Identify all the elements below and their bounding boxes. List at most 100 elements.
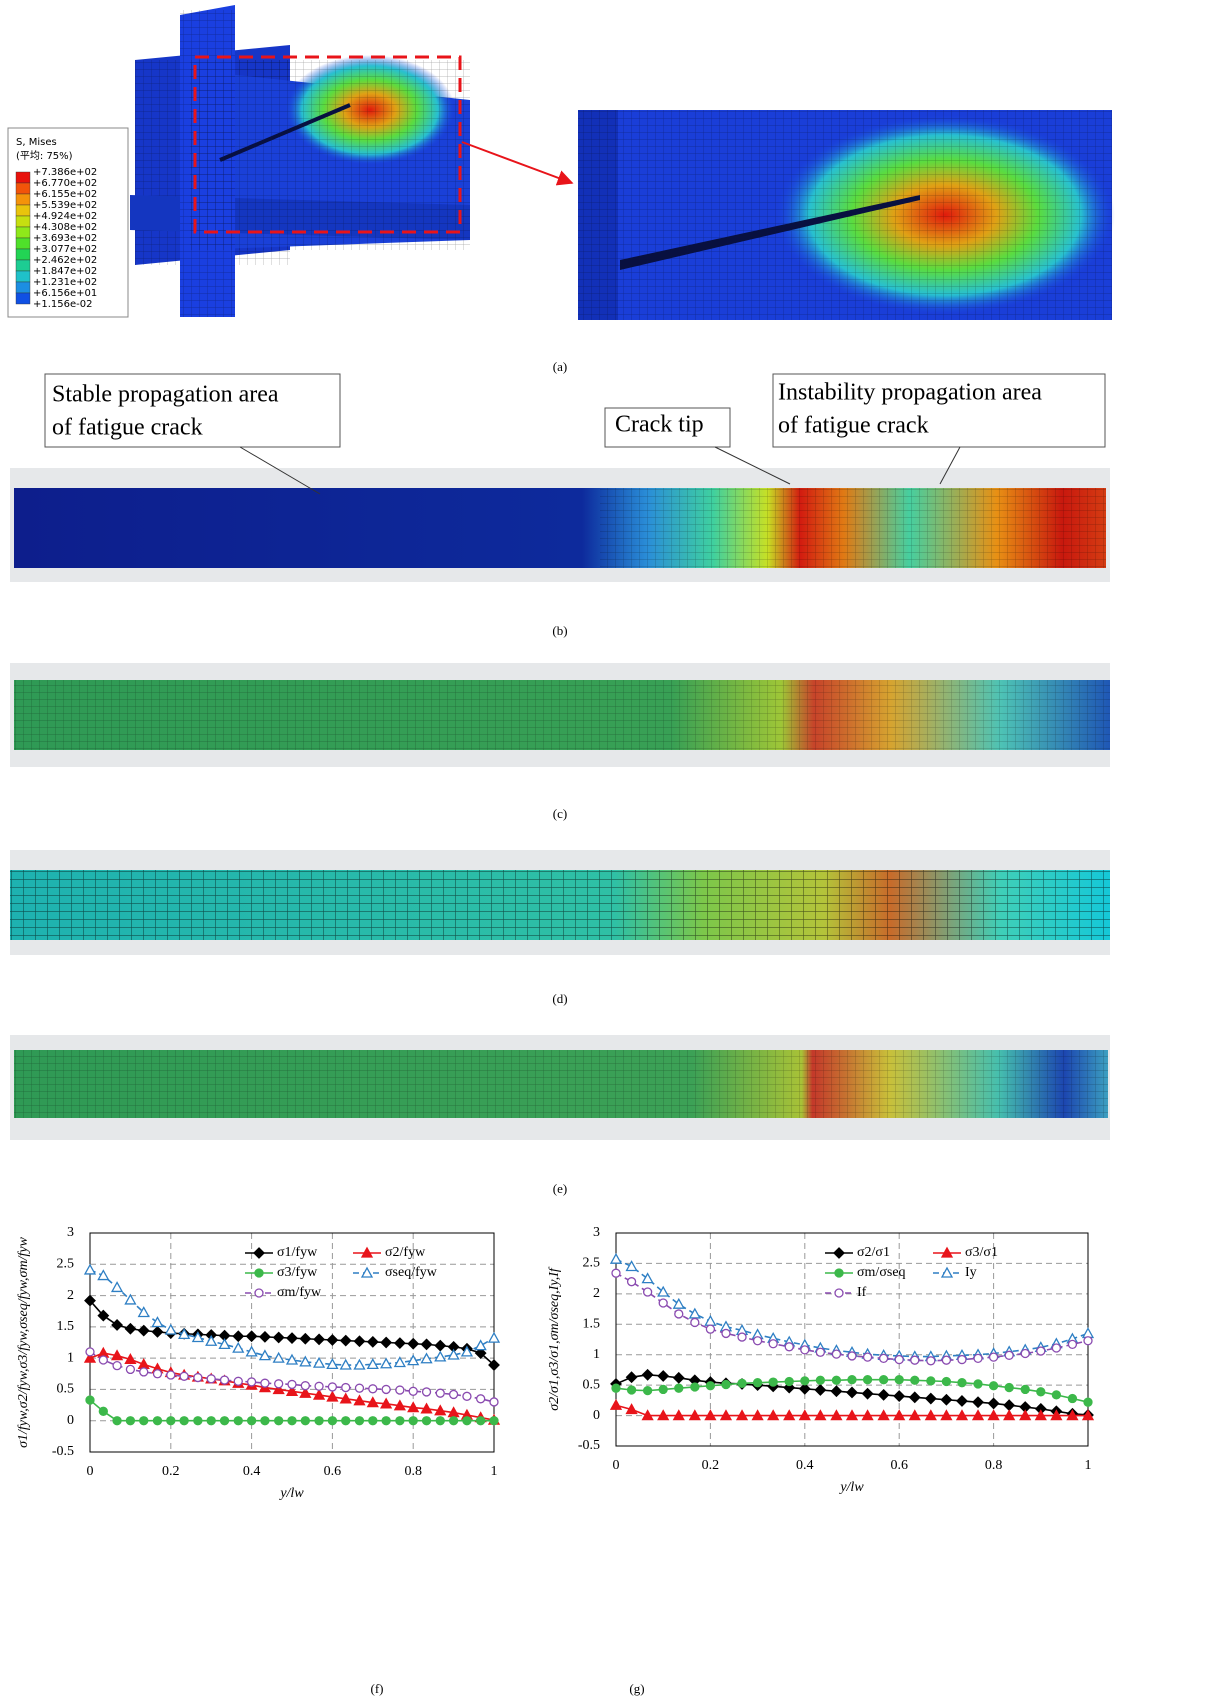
marker — [988, 1381, 999, 1391]
marker — [894, 1375, 904, 1385]
marker — [287, 1416, 297, 1426]
marker — [326, 1358, 339, 1370]
panel-labels: (a) (b) (c) (d) (e) (f) (g) — [371, 359, 645, 1696]
marker — [988, 1352, 999, 1362]
marker — [800, 1345, 810, 1355]
legend-label: +4.308e+02 — [33, 222, 97, 233]
legend-label: σ2/fyw — [385, 1245, 426, 1260]
x-tick-label: 0.4 — [243, 1464, 261, 1479]
fe-strip-d — [10, 850, 1110, 955]
y-tick-label: 0 — [67, 1413, 74, 1428]
legend-marker — [254, 1268, 264, 1278]
x-tick-label: 0.2 — [162, 1464, 180, 1479]
marker — [737, 1378, 747, 1388]
marker — [460, 1345, 474, 1357]
x-tick-label: 0.8 — [404, 1464, 422, 1479]
panel-label: (c) — [553, 806, 567, 821]
y-axis-title: σ2/σ1,σ3/σ1,σm/σseq,Iy,If — [547, 1266, 562, 1411]
marker — [206, 1416, 216, 1426]
marker — [737, 1332, 747, 1342]
marker — [313, 1333, 325, 1346]
marker — [893, 1390, 906, 1403]
marker — [641, 1409, 654, 1421]
legend-label: σ2/σ1 — [857, 1245, 890, 1260]
marker — [327, 1416, 338, 1426]
marker — [245, 1330, 258, 1343]
x-axis-title: y/lw — [278, 1486, 304, 1501]
marker — [926, 1356, 936, 1366]
marker — [657, 1285, 670, 1297]
marker — [219, 1375, 230, 1385]
marker — [85, 1347, 95, 1357]
marker — [957, 1378, 967, 1388]
marker — [420, 1402, 433, 1414]
legend-marker — [360, 1246, 374, 1258]
marker — [353, 1394, 366, 1406]
marker — [139, 1416, 149, 1426]
marker — [112, 1361, 122, 1371]
marker — [447, 1348, 460, 1360]
marker — [245, 1345, 258, 1357]
marker — [434, 1404, 447, 1416]
marker — [166, 1370, 176, 1380]
marker — [940, 1393, 953, 1406]
marker — [672, 1371, 685, 1384]
legend-label: Iy — [965, 1265, 977, 1280]
legend-marker — [834, 1268, 844, 1278]
marker — [956, 1395, 968, 1407]
marker — [704, 1314, 717, 1326]
marker — [767, 1409, 780, 1421]
panel-label: (e) — [553, 1181, 567, 1196]
marker — [973, 1353, 983, 1364]
legend-label: +2.462e+02 — [33, 255, 97, 266]
marker — [924, 1409, 937, 1421]
marker — [846, 1386, 858, 1399]
marker — [380, 1336, 393, 1349]
marker — [1066, 1409, 1079, 1421]
legend-swatch — [15, 292, 31, 305]
marker — [232, 1330, 245, 1343]
y-tick-label: -0.5 — [578, 1438, 600, 1453]
fe-zoom — [578, 110, 1115, 320]
marker — [421, 1416, 432, 1426]
legend-label: σ3/σ1 — [965, 1245, 998, 1260]
marker — [327, 1382, 338, 1392]
legend-swatch — [15, 171, 31, 184]
marker — [314, 1381, 324, 1391]
marker — [674, 1309, 684, 1319]
marker — [908, 1391, 921, 1404]
marker — [83, 1263, 97, 1275]
marker — [658, 1384, 668, 1395]
marker — [83, 1351, 97, 1363]
marker — [287, 1379, 297, 1390]
marker — [642, 1287, 653, 1297]
marker — [642, 1385, 653, 1396]
marker — [193, 1416, 203, 1426]
marker — [354, 1383, 365, 1393]
y-tick-label: -0.5 — [52, 1444, 74, 1459]
y-tick-label: 3 — [593, 1225, 600, 1240]
marker — [353, 1358, 366, 1370]
marker — [381, 1384, 391, 1395]
y-tick-label: 2.5 — [583, 1256, 601, 1271]
legend-label: +1.847e+02 — [33, 266, 97, 277]
marker — [219, 1416, 230, 1426]
legend-marker — [254, 1288, 264, 1298]
marker — [1036, 1387, 1046, 1397]
marker — [285, 1384, 299, 1396]
legend-label: σm/σseq — [857, 1265, 906, 1280]
marker — [366, 1358, 379, 1370]
legend-label: +1.156e-02 — [33, 299, 93, 310]
marker — [657, 1409, 670, 1421]
marker — [1020, 1348, 1030, 1359]
marker — [611, 1268, 621, 1278]
annotation: of fatigue crack — [778, 413, 929, 439]
marker — [111, 1319, 123, 1331]
marker — [179, 1416, 189, 1426]
marker — [368, 1416, 378, 1426]
marker — [326, 1390, 339, 1402]
marker — [285, 1353, 299, 1365]
y-tick-label: 0.5 — [57, 1382, 75, 1397]
marker — [232, 1341, 245, 1353]
marker — [110, 1349, 124, 1361]
